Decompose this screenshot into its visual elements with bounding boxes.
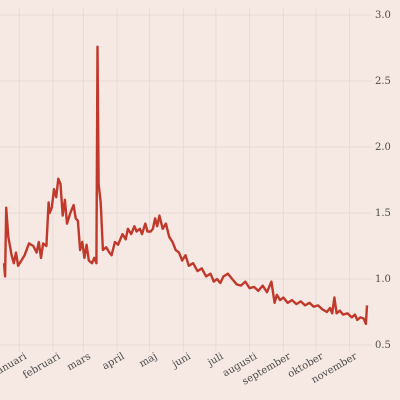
y-tick-label: 1.5 bbox=[375, 208, 391, 219]
y-tick-label: 2.0 bbox=[375, 142, 391, 153]
x-tick-label: maj bbox=[138, 351, 160, 370]
y-axis-tick-labels: 0.5 1.0 1.5 2.0 2.5 3.0 bbox=[375, 10, 391, 351]
x-tick-label: februari bbox=[21, 351, 62, 381]
series-group bbox=[2, 45, 369, 326]
y-tick-label: 2.5 bbox=[375, 76, 391, 87]
x-tick-label: juli bbox=[205, 351, 225, 369]
x-tick-label: april bbox=[101, 351, 127, 372]
y-tick-label: 3.0 bbox=[375, 10, 391, 21]
grid-lines bbox=[0, 8, 372, 352]
series-line bbox=[2, 45, 369, 326]
y-tick-label: 0.5 bbox=[375, 340, 391, 351]
y-tick-label: 1.0 bbox=[375, 274, 391, 285]
x-tick-label: mars bbox=[65, 351, 92, 373]
x-tick-label: juni bbox=[170, 351, 193, 371]
